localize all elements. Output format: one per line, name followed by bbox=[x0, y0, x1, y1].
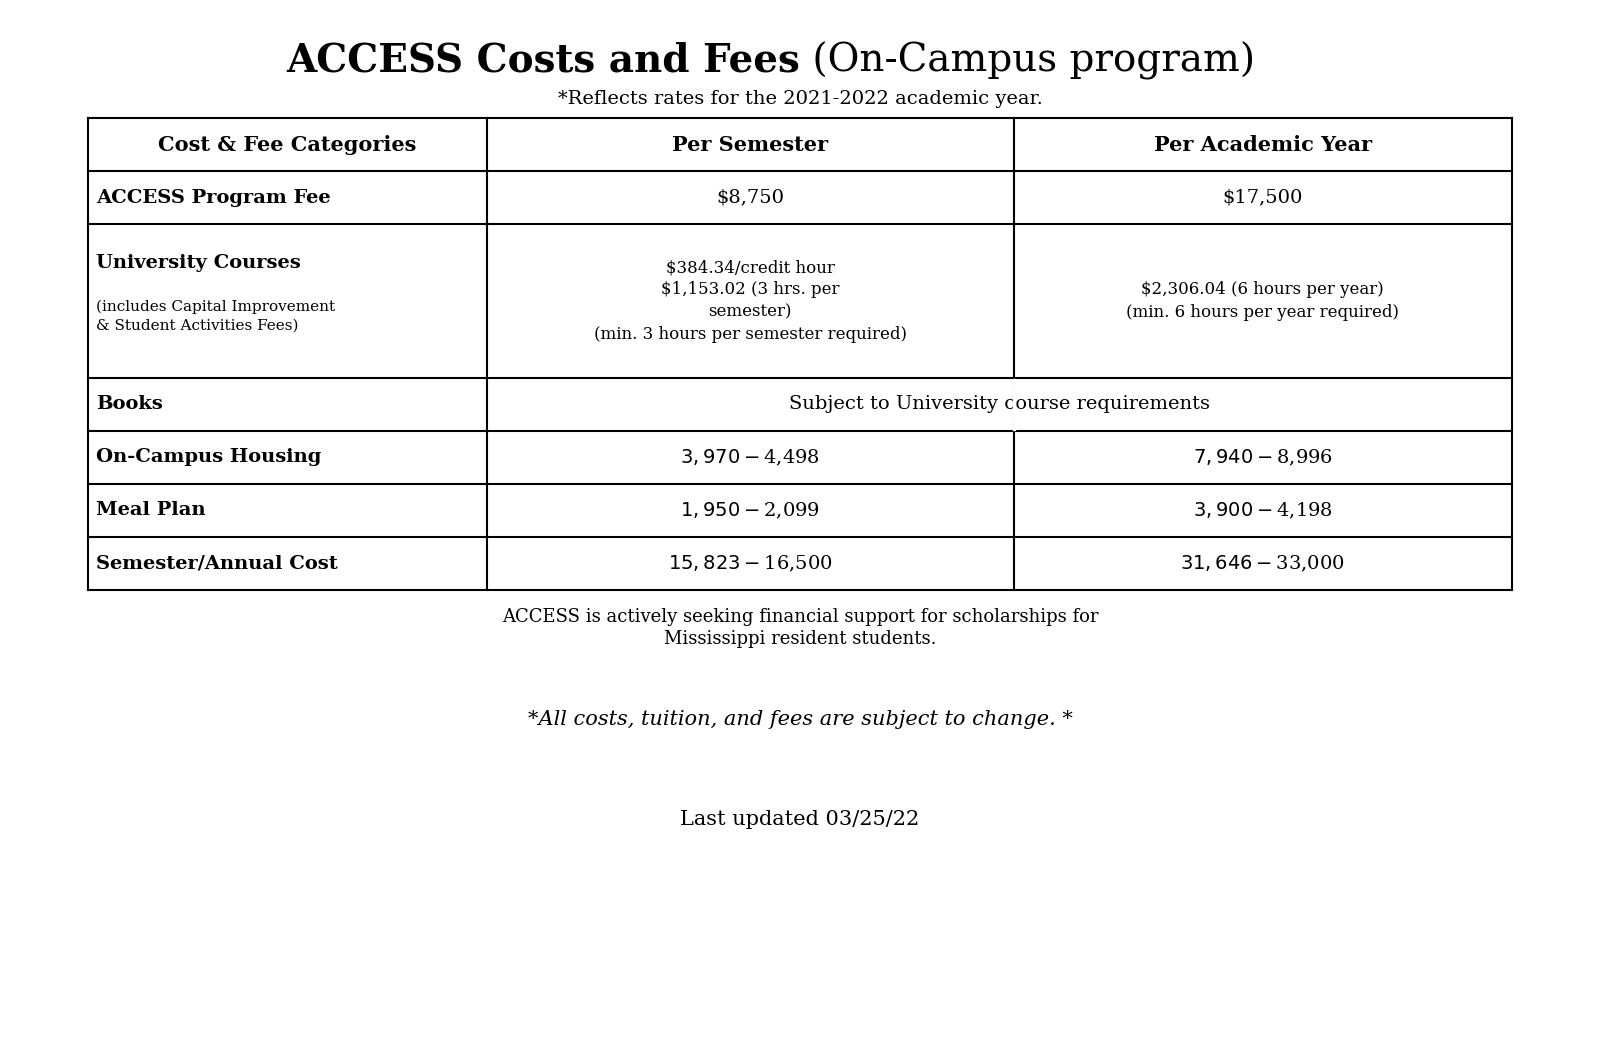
Text: Per Academic Year: Per Academic Year bbox=[1154, 134, 1371, 154]
Text: Meal Plan: Meal Plan bbox=[96, 501, 206, 520]
Text: Semester/Annual Cost: Semester/Annual Cost bbox=[96, 554, 338, 572]
Text: $7,940-$8,996: $7,940-$8,996 bbox=[1192, 447, 1333, 468]
Text: *Reflects rates for the 2021-2022 academic year.: *Reflects rates for the 2021-2022 academ… bbox=[557, 90, 1043, 108]
Text: Per Semester: Per Semester bbox=[672, 134, 829, 154]
Text: Last updated 03/25/22: Last updated 03/25/22 bbox=[680, 810, 920, 829]
Text: $8,750: $8,750 bbox=[717, 189, 784, 206]
Text: $384.34/credit hour
$1,153.02 (3 hrs. per
semester)
(min. 3 hours per semester r: $384.34/credit hour $1,153.02 (3 hrs. pe… bbox=[594, 259, 907, 343]
Text: *All costs, tuition, and fees are subject to change. *: *All costs, tuition, and fees are subjec… bbox=[528, 710, 1072, 729]
Text: ACCESS Program Fee: ACCESS Program Fee bbox=[96, 189, 331, 206]
Text: (includes Capital Improvement
& Student Activities Fees): (includes Capital Improvement & Student … bbox=[96, 300, 334, 332]
Text: Books: Books bbox=[96, 395, 163, 414]
Text: On-Campus Housing: On-Campus Housing bbox=[96, 448, 322, 467]
Text: ACCESS Costs and Fees: ACCESS Costs and Fees bbox=[286, 42, 800, 80]
Text: ACCESS is actively seeking financial support for scholarships for: ACCESS is actively seeking financial sup… bbox=[502, 607, 1098, 626]
Text: Cost & Fee Categories: Cost & Fee Categories bbox=[158, 134, 416, 154]
Text: (On-Campus program): (On-Campus program) bbox=[800, 42, 1254, 80]
Text: $1,950-$2,099: $1,950-$2,099 bbox=[680, 500, 821, 521]
Text: Subject to University course requirements: Subject to University course requirement… bbox=[789, 395, 1210, 414]
Text: $15,823-$16,500: $15,823-$16,500 bbox=[667, 553, 832, 574]
Text: $3,970-$4,498: $3,970-$4,498 bbox=[680, 447, 821, 468]
Text: Mississippi resident students.: Mississippi resident students. bbox=[664, 630, 936, 648]
Text: $31,646-$33,000: $31,646-$33,000 bbox=[1181, 553, 1346, 574]
Text: $2,306.04 (6 hours per year)
(min. 6 hours per year required): $2,306.04 (6 hours per year) (min. 6 hou… bbox=[1126, 281, 1400, 321]
Text: $17,500: $17,500 bbox=[1222, 189, 1302, 206]
Text: University Courses: University Courses bbox=[96, 253, 301, 272]
Text: $3,900-$4,198: $3,900-$4,198 bbox=[1192, 500, 1333, 521]
